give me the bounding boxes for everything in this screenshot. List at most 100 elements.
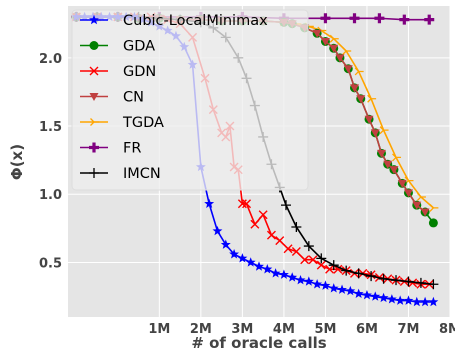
data-point-cubic-localminimax <box>303 276 314 286</box>
y-tick-label: 1.5 <box>39 120 62 135</box>
data-point-cn <box>312 29 322 38</box>
data-point-cn <box>420 208 430 217</box>
data-point-tgda <box>354 67 364 76</box>
data-point-cubic-localminimax <box>262 264 273 274</box>
legend-marker-gda <box>89 41 99 50</box>
data-point-cn <box>403 189 413 198</box>
data-point-cubic-localminimax <box>287 272 298 282</box>
data-point-cubic-localminimax <box>411 296 422 307</box>
data-point-imcn <box>280 200 291 211</box>
legend-marker-gdn <box>89 66 99 76</box>
data-point-gdn <box>291 247 301 257</box>
data-point-gdn <box>283 244 293 254</box>
data-point-cubic-localminimax <box>220 239 231 249</box>
data-point-cubic-localminimax <box>312 279 323 289</box>
data-point-cubic-localminimax <box>204 198 215 208</box>
legend-box <box>71 9 309 191</box>
data-point-cn <box>376 149 386 158</box>
data-point-cubic-localminimax <box>212 225 223 236</box>
data-point-gdn <box>258 210 268 220</box>
x-tick-label: 5M <box>314 322 336 337</box>
data-point-imcn <box>303 241 314 252</box>
legend-item-cubic-localminimax: Cubic-LocalMinimax <box>80 13 268 29</box>
x-tick-label: 1M <box>148 322 170 337</box>
data-point-cubic-localminimax <box>428 296 439 307</box>
y-tick-label: 0.5 <box>39 256 62 271</box>
legend-label-fr: FR <box>123 141 141 157</box>
data-point-cn <box>335 54 345 63</box>
legend-item-fr: FR <box>80 141 141 157</box>
data-point-cubic-localminimax <box>229 249 240 259</box>
data-point-cubic-localminimax <box>320 280 331 290</box>
x-tick-label: 8M <box>439 322 455 337</box>
data-point-imcn <box>353 268 364 279</box>
legend-label-tgda: TGDA <box>122 115 164 131</box>
legend-item-tgda: TGDA <box>80 115 164 131</box>
data-point-cn <box>343 65 353 74</box>
data-point-cn <box>412 201 422 210</box>
data-point-cn <box>350 84 359 93</box>
data-point-cn <box>356 95 366 104</box>
data-point-cubic-localminimax <box>278 269 289 279</box>
data-point-imcn <box>428 279 439 290</box>
data-point-fr <box>424 14 435 25</box>
data-point-cn <box>320 37 330 46</box>
data-point-cubic-localminimax <box>353 288 364 299</box>
legend-marker-cubic-localminimax <box>89 14 99 25</box>
legend-label-cubic-localminimax: Cubic-LocalMinimax <box>123 13 268 29</box>
data-point-cubic-localminimax <box>362 289 372 300</box>
legend-marker-fr <box>89 142 99 153</box>
data-point-gdn <box>242 199 252 209</box>
data-point-fr <box>399 14 410 25</box>
y-tick-label: 2.0 <box>39 52 62 67</box>
legend-item-gdn: GDN <box>80 64 156 80</box>
x-tick-label: 4M <box>273 322 295 337</box>
data-point-cn <box>389 166 399 175</box>
data-point-fr <box>320 13 331 24</box>
legend-marker-cn <box>89 93 99 101</box>
data-point-imcn <box>415 277 426 288</box>
data-point-cubic-localminimax <box>345 285 356 296</box>
data-point-cubic-localminimax <box>237 253 248 263</box>
data-point-cubic-localminimax <box>370 291 381 301</box>
data-point-gdn <box>250 219 260 229</box>
data-point-fr <box>374 13 385 24</box>
data-point-gda <box>428 218 438 228</box>
data-point-gdn <box>275 236 285 246</box>
x-axis-title: # of oracle calls <box>191 334 326 352</box>
data-point-tgda <box>329 34 339 43</box>
data-point-cn <box>383 160 393 169</box>
legend-label-gdn: GDN <box>123 64 156 80</box>
data-point-fr <box>349 13 360 24</box>
data-point-gdn <box>316 260 326 270</box>
data-point-tgda <box>429 203 439 212</box>
data-point-cubic-localminimax <box>328 283 339 293</box>
data-point-gdn <box>300 255 310 265</box>
legend-marker-imcn <box>89 168 99 178</box>
legend-item-gda: GDA <box>80 39 155 55</box>
x-tick-label: 7M <box>397 322 419 337</box>
data-point-tgda <box>416 193 426 201</box>
data-point-imcn <box>341 265 352 276</box>
data-point-imcn <box>316 253 327 264</box>
data-point-tgda <box>367 94 377 103</box>
legend-label-gda: GDA <box>123 39 155 55</box>
data-point-cubic-localminimax <box>270 268 281 278</box>
data-point-cubic-localminimax <box>378 292 389 303</box>
data-point-cubic-localminimax <box>245 257 256 267</box>
data-point-cubic-localminimax <box>295 274 306 285</box>
data-point-cn <box>397 179 407 188</box>
data-point-imcn <box>391 275 402 286</box>
data-point-gdn <box>325 264 335 274</box>
data-point-gdn <box>408 278 418 288</box>
x-tick-label: 6M <box>356 322 378 337</box>
data-point-imcn <box>328 260 339 271</box>
data-point-imcn <box>403 276 414 287</box>
data-point-cn <box>370 129 380 138</box>
data-point-tgda <box>379 126 389 135</box>
data-point-cubic-localminimax <box>254 261 264 271</box>
data-point-cubic-localminimax <box>395 295 406 305</box>
data-point-imcn <box>291 221 302 232</box>
data-point-gdn <box>308 255 318 265</box>
